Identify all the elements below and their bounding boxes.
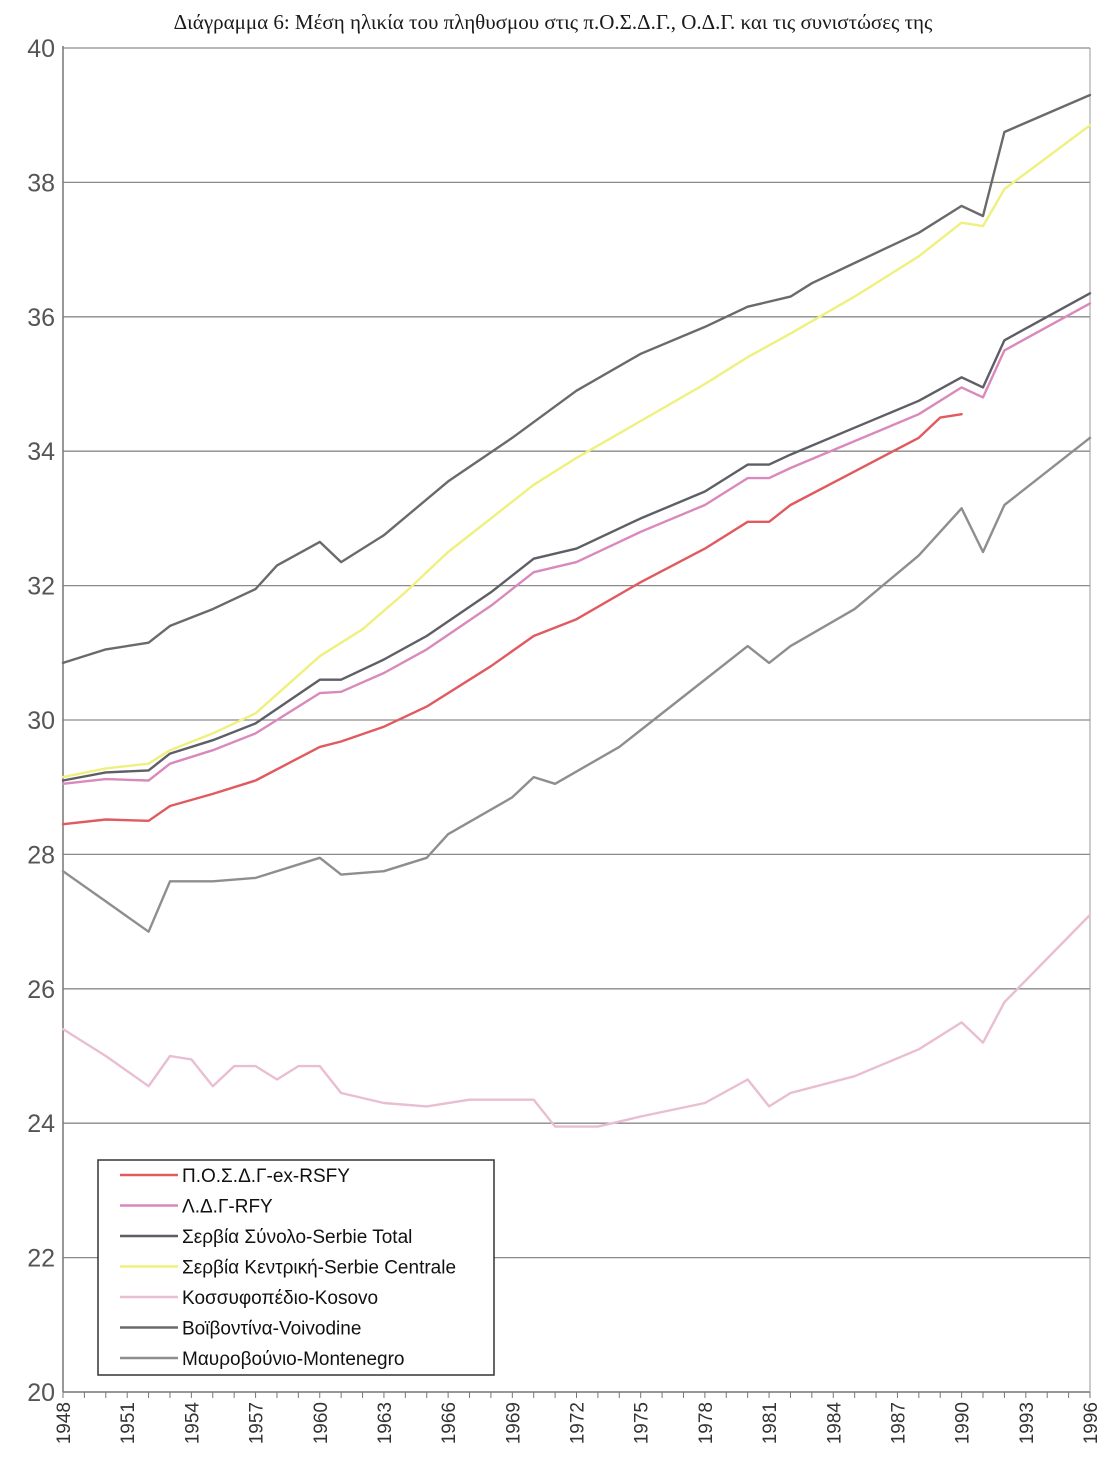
x-tick-label: 1966 (439, 1402, 460, 1444)
x-tick-label: 1981 (760, 1402, 781, 1444)
series-lines (61, 93, 1092, 1128)
series-line-4 (61, 913, 1092, 1128)
x-tick-label: 1978 (696, 1402, 717, 1444)
series-line-2 (61, 292, 1092, 782)
x-tick-label: 1954 (182, 1402, 203, 1445)
y-tick-label: 20 (27, 1379, 55, 1407)
x-tick-label: 1996 (1081, 1402, 1102, 1444)
y-tick-label: 30 (27, 707, 55, 735)
y-axis-ticks: 20 22 24 26 28 30 32 34 36 38 40 (27, 35, 55, 1407)
x-tick-label: 1948 (54, 1402, 75, 1444)
x-tick-label: 1960 (311, 1402, 332, 1444)
legend-label-1: Λ.Δ.Γ-RFY (182, 1197, 273, 1218)
x-tick-label: 1969 (503, 1402, 524, 1444)
x-tick-label: 1990 (953, 1402, 974, 1444)
x-tick-label: 1972 (568, 1402, 589, 1444)
series-line-5 (61, 93, 1092, 665)
x-tick-label: 1957 (247, 1402, 268, 1444)
x-tick-label: 1951 (118, 1402, 139, 1444)
y-tick-label: 40 (27, 35, 55, 63)
series-line-3 (61, 124, 1092, 779)
x-tick-label: 1975 (632, 1402, 653, 1444)
legend-label-6: Μαυροβούνιο-Montenegro (182, 1349, 404, 1370)
y-tick-label: 22 (27, 1245, 55, 1273)
series-line-6 (61, 436, 1092, 933)
chart-title: Διάγραμμα 6: Μέση ηλικία του πληθυσμου σ… (173, 10, 933, 34)
x-tick-label: 1963 (375, 1402, 396, 1444)
y-tick-label: 32 (27, 573, 55, 601)
grid-lines (63, 47, 1090, 1259)
y-tick-label: 24 (27, 1110, 55, 1138)
legend-label-0: Π.Ο.Σ.Δ.Γ-ex-RSFY (182, 1166, 350, 1187)
series-line-1 (61, 302, 1092, 785)
x-axis-ticks: 1948 1951 1954 1957 1960 1963 1966 1969 1972 1975… (54, 1402, 1102, 1445)
x-tick-label: 1987 (888, 1402, 909, 1444)
y-tick-label: 36 (27, 304, 55, 332)
legend-label-4: Κοσσυφοπέδιο-Kosovo (182, 1288, 378, 1309)
x-tick-label: 1984 (824, 1402, 845, 1445)
y-tick-label: 26 (27, 976, 55, 1004)
x-tick-label: 1993 (1017, 1402, 1038, 1444)
y-tick-label: 28 (27, 841, 55, 869)
axes (62, 46, 1091, 1398)
legend: Π.Ο.Σ.Δ.Γ-ex-RSFY Λ.Δ.Γ-RFY Σερβία Σύνολο-… (97, 1159, 495, 1376)
legend-label-2: Σερβία Σύνολο-Serbie Total (182, 1227, 412, 1248)
y-tick-label: 38 (27, 169, 55, 197)
legend-label-3: Σερβία Κεντρική-Serbie Centrale (182, 1258, 456, 1279)
legend-box (97, 1159, 495, 1376)
y-tick-label: 34 (27, 438, 55, 466)
series-line-0 (61, 413, 963, 826)
legend-label-5: Βοϊβοντίνα-Voivodine (182, 1319, 361, 1340)
